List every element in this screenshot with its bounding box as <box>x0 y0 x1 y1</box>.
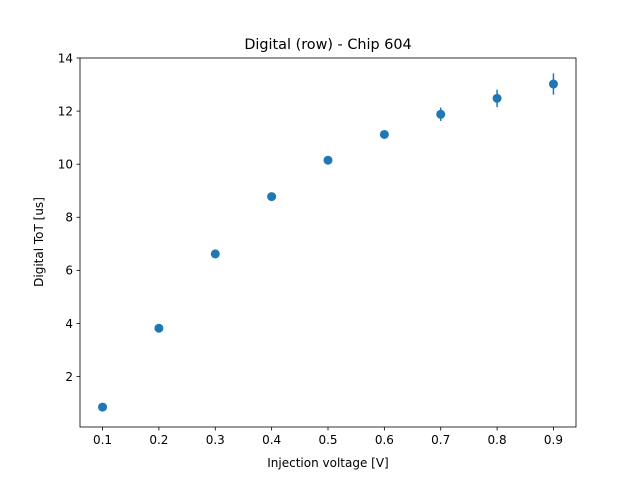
x-tick-label: 0.1 <box>93 433 112 447</box>
y-axis: 2 4 6 8 10 12 14 <box>58 51 80 384</box>
y-tick-label: 6 <box>65 264 73 278</box>
x-tick-label: 0.4 <box>262 433 281 447</box>
y-tick-label: 2 <box>65 370 73 384</box>
x-tick-label: 0.8 <box>488 433 507 447</box>
x-tick-label: 0.5 <box>318 433 337 447</box>
data-points <box>98 73 558 412</box>
x-tick-label: 0.6 <box>375 433 394 447</box>
y-tick-label: 4 <box>65 317 73 331</box>
y-tick-label: 10 <box>58 157 73 171</box>
x-tick-label: 0.2 <box>149 433 168 447</box>
data-point <box>210 249 220 259</box>
x-tick-label: 0.7 <box>431 433 450 447</box>
data-point <box>548 79 558 89</box>
x-tick-label: 0.3 <box>206 433 225 447</box>
axes-frame <box>79 57 577 428</box>
y-axis-label: Digital ToT [us] <box>32 197 46 287</box>
data-point <box>267 192 277 202</box>
data-point <box>154 323 164 333</box>
data-point <box>379 129 389 139</box>
y-tick-label: 12 <box>58 104 73 118</box>
chart-title: Digital (row) - Chip 604 <box>244 37 411 53</box>
data-point <box>492 93 502 103</box>
y-tick-label: 14 <box>58 51 73 65</box>
x-axis-label: Injection voltage [V] <box>267 456 388 470</box>
x-axis: 0.1 0.2 0.3 0.4 0.5 0.6 0.7 0.8 0.9 <box>93 427 563 447</box>
data-point <box>98 402 108 412</box>
data-point <box>436 109 446 119</box>
y-tick-label: 8 <box>65 211 73 225</box>
x-tick-label: 0.9 <box>544 433 563 447</box>
data-point <box>323 155 333 165</box>
